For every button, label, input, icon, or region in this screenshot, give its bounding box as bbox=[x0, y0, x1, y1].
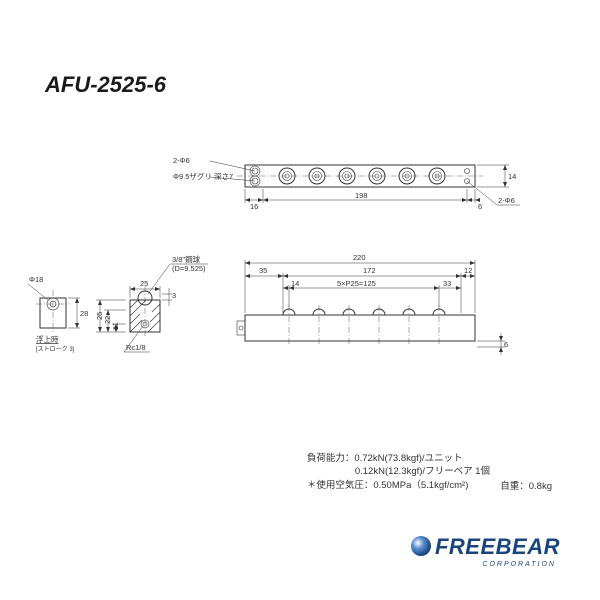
engineering-drawing: 2-Φ6 Φ9.5ザグリ 深さ7 2-Φ6 14 16 198 6 bbox=[0, 150, 600, 480]
dim-3: 3 bbox=[172, 291, 176, 300]
dim-172: 172 bbox=[363, 266, 376, 275]
brand-logo: FREEBEAR bbox=[411, 534, 560, 560]
ball-label2: (D=9.525) bbox=[172, 264, 206, 273]
dim-pitch: 5×P25=125 bbox=[337, 279, 376, 288]
spec-line3: ＊使用空気圧：0.50MPa（5.1kgf/cm²) bbox=[307, 479, 490, 492]
dim-25w: 25 bbox=[140, 279, 148, 288]
dim-6b: 6 bbox=[504, 340, 508, 349]
spec-line1: 負荷能力：0.72kN(73.8kgf)/ユニット bbox=[307, 452, 490, 465]
logo-ball-icon bbox=[411, 536, 431, 556]
weight: 自重：0.8kg bbox=[500, 478, 552, 492]
cap-float: 浮上時 bbox=[36, 334, 59, 344]
ball-label1: 3/8"鋼球 bbox=[172, 254, 201, 264]
dim-p33: 33 bbox=[443, 279, 451, 288]
dim-mount-right: 2-Φ6 bbox=[498, 196, 515, 205]
dim-p14: 14 bbox=[291, 279, 299, 288]
dim-198: 198 bbox=[355, 191, 368, 200]
dim-11: 11 bbox=[111, 322, 120, 330]
dim-mount-left1: 2-Φ6 bbox=[173, 156, 190, 165]
brand-subtext: CORPORATION bbox=[482, 561, 556, 568]
dim-12: 12 bbox=[464, 266, 472, 275]
dim-phi18: Φ18 bbox=[29, 275, 43, 284]
dim-25h: 25 bbox=[95, 312, 104, 320]
dim-28: 28 bbox=[80, 309, 88, 318]
dim-22: 22 bbox=[103, 316, 112, 324]
spec-line2: 0.12kN(12.3kgf)/フリーベア 1個 bbox=[307, 465, 490, 478]
port-label: Rc1/8 bbox=[126, 343, 146, 352]
dim-14: 14 bbox=[508, 172, 516, 181]
dim-16: 16 bbox=[250, 202, 258, 211]
dim-220: 220 bbox=[353, 253, 366, 262]
part-number-title: AFU-2525-6 bbox=[45, 72, 166, 98]
dim-35: 35 bbox=[259, 266, 267, 275]
specifications: 負荷能力：0.72kN(73.8kgf)/ユニット 0.12kN(12.3kgf… bbox=[307, 452, 490, 492]
dim-mount-left2: Φ9.5ザグリ 深さ7 bbox=[173, 171, 233, 181]
dim-6a: 6 bbox=[478, 202, 482, 211]
cap-stroke: [ストローク 3] bbox=[36, 346, 75, 353]
